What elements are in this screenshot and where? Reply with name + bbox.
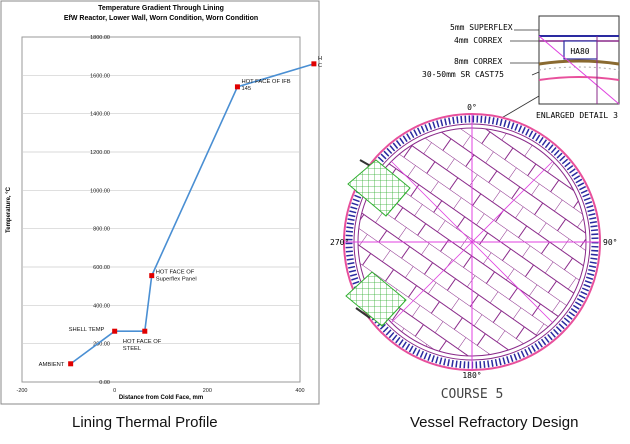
detail-shell (538, 76, 620, 81)
annotation-text: HOT FACE OF (123, 339, 162, 345)
plot-area (21, 36, 301, 383)
grid-lines (22, 74, 300, 345)
annotation-text: CR93Z (318, 63, 322, 69)
series-group (68, 61, 317, 367)
caption-lining-thermal-profile: Lining Thermal Profile (72, 414, 218, 431)
nozzle-lower-body (345, 271, 407, 327)
data-point (311, 61, 317, 67)
y-axis-label: Temperature, °C (6, 186, 12, 233)
label-superflex: 5mm SUPERFLEX (450, 23, 513, 32)
annotation-text: AMBIENT (39, 362, 65, 368)
annotation-text: SHELL TEMP (69, 327, 105, 333)
point-annotation: HOT FACE OFCR93Z (318, 56, 357, 69)
temperature-chart: Temperature Gradient Through Lining EfW … (0, 0, 357, 406)
caption-vessel-refractory-design: Vessel Refractory Design (410, 414, 579, 431)
data-point (234, 84, 240, 90)
x-tick-labels: -200 0 200 400 (16, 388, 304, 394)
y-tick-label: 200.00 (93, 342, 110, 348)
nozzle-upper-body (347, 159, 411, 217)
detail-castable (538, 66, 620, 71)
detail-axis-line (538, 35, 620, 105)
annotation-text: Superflex Panel (156, 277, 197, 283)
label-castable: 30-50mm SR CAST75 (422, 70, 504, 79)
detail-caption: ENLARGED DETAIL 3 (536, 111, 618, 120)
y-tick-label: 600.00 (93, 265, 110, 271)
x-tick-label: 400 (295, 388, 304, 394)
chart-title: Temperature Gradient Through Lining (98, 5, 224, 12)
y-tick-label: 1400.00 (90, 112, 110, 118)
detail-tag: HA80 (570, 47, 589, 56)
diagonal-axis-2 (385, 155, 559, 329)
data-point (142, 328, 148, 334)
nozzle-upper (347, 159, 411, 217)
y-tick-label: 1800.00 (90, 35, 110, 41)
vessel-section (343, 113, 601, 371)
label-8mm-correx: 8mm CORREX (454, 57, 502, 66)
detail-correx-8mm (538, 59, 620, 66)
nozzle-lower (345, 271, 407, 327)
point-annotation: AMBIENT (39, 362, 65, 368)
x-tick-label: -200 (16, 388, 27, 394)
annotation-text: HOT FACE OF IFB (241, 79, 290, 85)
vessel-design-svg: HA80 5mm SUPERFLEX 4mm CORREX 8mm CORREX… (330, 15, 620, 402)
vessel-refractory-design: HA80 5mm SUPERFLEX 4mm CORREX 8mm CORREX… (326, 0, 630, 406)
x-axis-label: Distance from Cold Face, mm (119, 395, 203, 401)
annotation-text: HOT FACE OF (156, 270, 195, 276)
angle-bottom: 180° (462, 371, 481, 380)
enlarged-detail: HA80 (538, 15, 620, 105)
annotation-text: STEEL (123, 346, 142, 352)
label-4mm-correx: 4mm CORREX (454, 36, 502, 45)
nozzle-lower-flange (355, 307, 371, 319)
y-tick-labels: 0.00 200.00 400.00 600.00 800.00 1000.00 1200.… (90, 35, 110, 386)
x-tick-label: 200 (203, 388, 212, 394)
y-tick-label: 1000.00 (90, 188, 110, 194)
angle-top: 0° (467, 103, 477, 112)
chart-subtitle: EfW Reactor, Lower Wall, Worn Condition,… (64, 15, 258, 22)
leader-castable (531, 71, 540, 76)
angle-right: 90° (603, 238, 617, 247)
data-point (68, 361, 74, 367)
point-annotation: SHELL TEMP (69, 327, 105, 333)
data-point (112, 328, 118, 334)
series-line (70, 63, 315, 365)
y-tick-label: 1200.00 (90, 150, 110, 156)
y-tick-label: 0.00 (99, 380, 110, 386)
y-tick-label: 400.00 (93, 303, 110, 309)
y-tick-label: 1600.00 (90, 73, 110, 79)
y-tick-label: 800.00 (93, 227, 110, 233)
axis-diagonals (385, 155, 559, 329)
annotation-text: 145 (241, 86, 251, 92)
angle-left: 270° (330, 238, 349, 247)
course-label: COURSE 5 (441, 387, 504, 402)
x-tick-label: 0 (113, 388, 116, 394)
temperature-chart-svg: Temperature Gradient Through Lining EfW … (0, 0, 357, 405)
data-point (149, 273, 155, 279)
annotation-text: HOT FACE OF (318, 56, 322, 62)
